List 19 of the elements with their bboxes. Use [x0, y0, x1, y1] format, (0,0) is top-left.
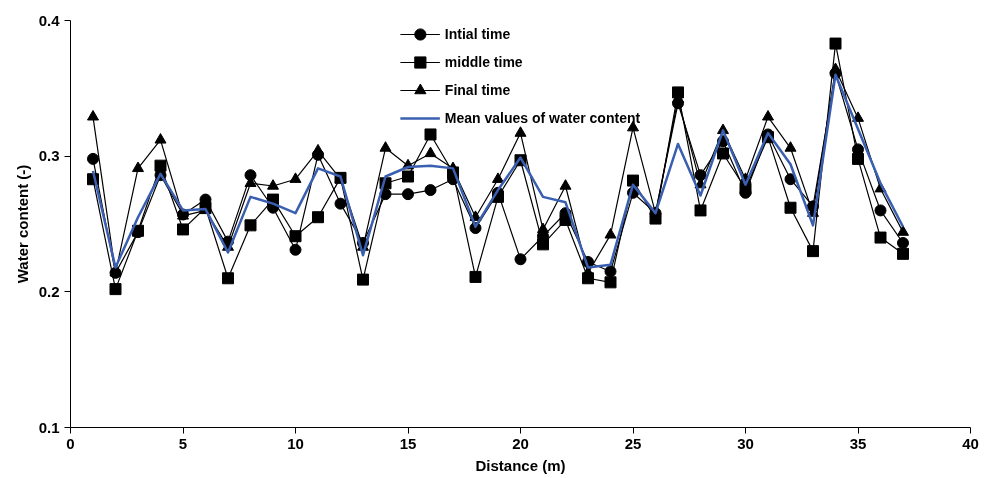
x-tick-label: 15 [399, 434, 417, 452]
x-tick-label: 35 [849, 434, 867, 452]
legend-label: Mean values of water content [444, 110, 641, 126]
x-tick-label: 10 [287, 434, 304, 452]
x-tick-label: 20 [512, 434, 529, 452]
y-tick-label: 0.2 [38, 282, 60, 300]
legend-label: Intial time [444, 26, 511, 42]
y-tick-label: 0.4 [38, 11, 61, 29]
y-tick-label: 0.3 [38, 147, 60, 165]
x-tick-label: 5 [178, 434, 188, 452]
y-tick-label: 0.1 [38, 418, 60, 436]
x-tick-label: 30 [737, 434, 754, 452]
legend-label: middle time [444, 54, 523, 70]
legend-label: Final time [444, 82, 511, 98]
x-tick-label: 25 [624, 434, 642, 452]
x-axis-title: Distance (m) [475, 456, 566, 474]
x-tick-label: 40 [962, 434, 979, 452]
y-axis-title: Water content (-) [13, 164, 31, 284]
x-tick-label: 0 [66, 434, 75, 452]
